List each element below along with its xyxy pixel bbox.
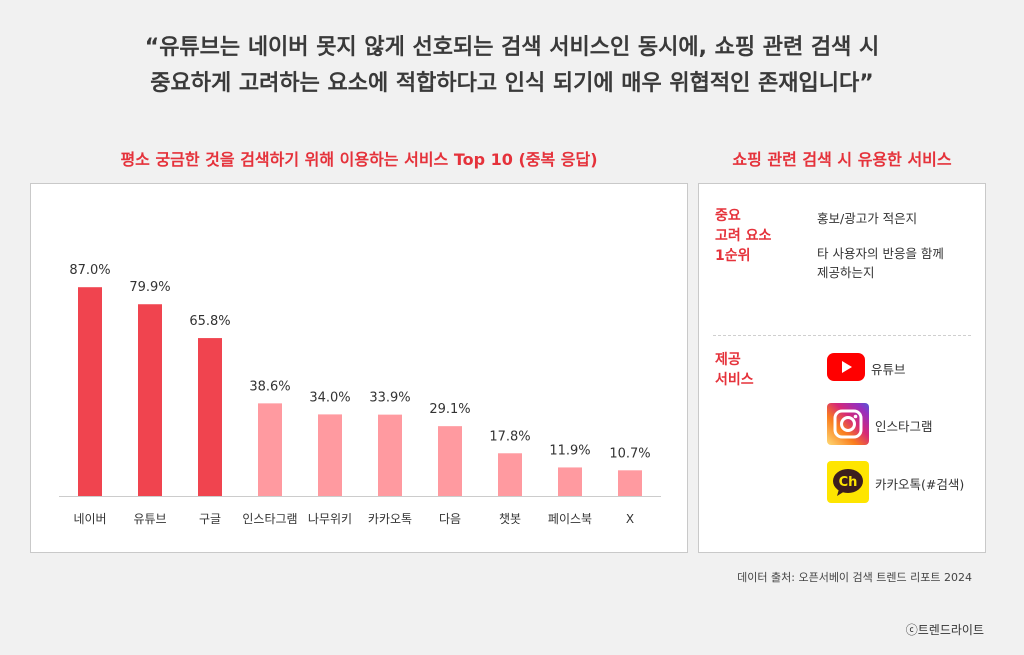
bar-value-label: 87.0% (69, 263, 110, 278)
headline-line-2: 중요하게 고려하는 요소에 적합하다고 인식 되기에 매우 위협적인 존재입니다… (150, 71, 874, 96)
bar (438, 426, 462, 496)
side-panel: 중요 고려 요소 1순위 홍보/광고가 적은지 타 사용자의 반응을 함께 제공… (698, 183, 986, 553)
factor-label-line: 고려 요소 (715, 228, 772, 244)
bar-value-label: 79.9% (129, 280, 170, 295)
headline-quote: “유튜브는 네이버 못지 않게 선호되는 검색 서비스인 동시에, 쇼핑 관련 … (0, 30, 1024, 102)
bar-value-label: 17.8% (489, 429, 530, 444)
service-kakaotalk: Ch 카카오톡(#검색) (827, 461, 964, 506)
service-instagram: 인스타그램 (827, 403, 933, 448)
bar-value-label: 29.1% (429, 402, 470, 417)
category-label: 나무위키 (308, 512, 352, 526)
youtube-icon (827, 353, 865, 384)
category-label: 네이버 (73, 512, 106, 526)
divider (713, 335, 971, 336)
category-label: X (626, 512, 634, 526)
category-label: 인스타그램 (242, 512, 297, 526)
instagram-icon (827, 403, 869, 448)
factor-item: 타 사용자의 반응을 함께 제공하는지 (817, 244, 944, 282)
service-label: 제공 서비스 (715, 350, 754, 390)
category-label: 페이스북 (548, 512, 592, 526)
bar-value-label: 10.7% (609, 446, 650, 461)
kakaotalk-icon-text: Ch (839, 475, 858, 490)
bar-value-label: 34.0% (309, 390, 350, 405)
factor-item-line: 제공하는지 (817, 265, 875, 280)
category-label: 유튜브 (133, 512, 166, 526)
bar-value-label: 33.9% (369, 391, 410, 406)
bar-chart: 87.0% 네이버 79.9% 유튜브 65.8% 구글 38.6% 인스타그램 34.0% 나무… (59, 263, 661, 526)
bar (498, 453, 522, 496)
bar (78, 287, 102, 496)
kakaotalk-icon: Ch (827, 461, 869, 506)
headline-line-1: “유튜브는 네이버 못지 않게 선호되는 검색 서비스인 동시에, 쇼핑 관련 … (144, 35, 880, 60)
bar (318, 414, 342, 496)
factor-label: 중요 고려 요소 1순위 (715, 206, 771, 266)
bar (198, 338, 222, 496)
bar (378, 414, 402, 496)
bar (618, 470, 642, 496)
chart-panel: 87.0% 네이버 79.9% 유튜브 65.8% 구글 38.6% 인스타그램 34.0% 나무… (30, 183, 688, 553)
bar-value-label: 38.6% (249, 379, 290, 394)
factor-item: 홍보/광고가 적은지 (817, 211, 918, 226)
bar-value-label: 65.8% (189, 314, 230, 329)
service-name: 유튜브 (871, 362, 906, 377)
data-source: 데이터 출처: 오픈서베이 검색 트렌드 리포트 2024 (737, 571, 972, 584)
bar (258, 403, 282, 496)
bar-value-label: 11.9% (549, 443, 590, 458)
category-label: 다음 (439, 512, 461, 526)
factor-label-line: 중요 (715, 208, 741, 224)
factor-item-line: 타 사용자의 반응을 함께 (817, 246, 944, 261)
copyright: ⓒ트렌드라이트 (905, 623, 984, 637)
category-label: 구글 (199, 512, 221, 526)
service-name: 카카오톡(#검색) (875, 477, 965, 492)
service-label-line: 서비스 (715, 372, 754, 388)
service-youtube: 유튜브 (827, 353, 906, 384)
bar (558, 467, 582, 496)
category-label: 카카오톡 (368, 512, 412, 526)
chart-title: 평소 궁금한 것을 검색하기 위해 이용하는 서비스 Top 10 (중복 응답… (120, 150, 598, 169)
factor-label-line: 1순위 (715, 248, 751, 264)
side-panel-title: 쇼핑 관련 검색 시 유용한 서비스 (732, 150, 952, 169)
service-label-line: 제공 (715, 352, 741, 368)
service-name: 인스타그램 (875, 419, 933, 434)
category-label: 챗봇 (499, 511, 521, 526)
bar (138, 304, 162, 496)
